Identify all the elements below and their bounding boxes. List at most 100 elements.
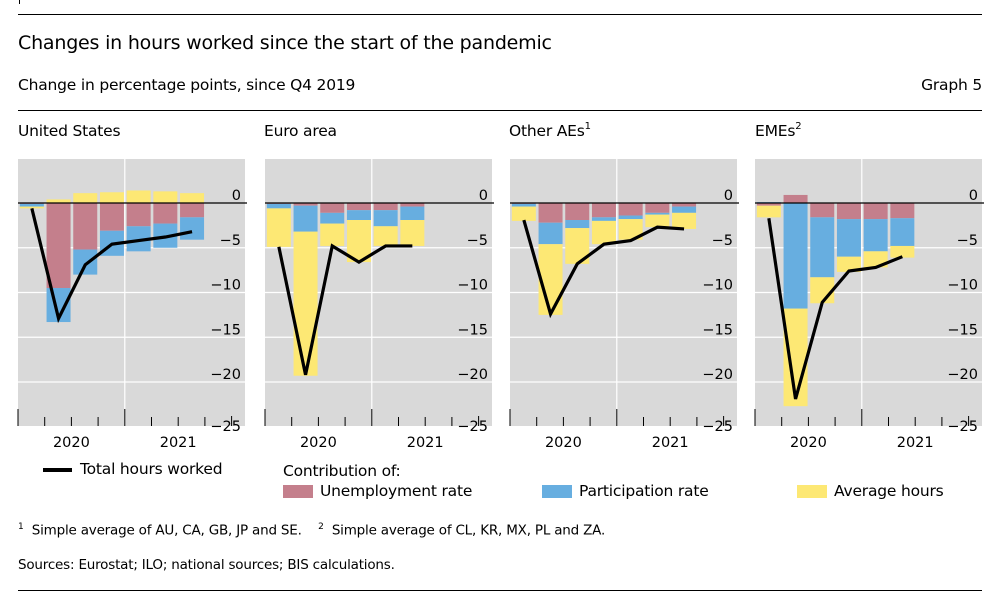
line-total-hours bbox=[30, 207, 193, 324]
bar-average-hours bbox=[836, 256, 861, 272]
panel-title-euro-area: Euro area bbox=[264, 122, 337, 140]
sources-note: Sources: Eurostat; ILO; national sources… bbox=[18, 557, 395, 573]
bar-average-hours bbox=[46, 199, 71, 203]
panel-title-sup: 2 bbox=[795, 121, 802, 132]
bar-participation bbox=[180, 217, 205, 240]
bar-participation bbox=[73, 249, 98, 275]
bar-participation bbox=[890, 218, 915, 246]
y-tick-label: −15 bbox=[947, 322, 978, 338]
footnote-1-marker: 1 bbox=[18, 522, 24, 532]
y-tick-label: 0 bbox=[969, 188, 978, 204]
bottom-rule bbox=[18, 590, 982, 591]
x-tick-label: 2020 bbox=[545, 435, 582, 451]
bar-unemployment bbox=[153, 203, 178, 224]
y-tick-label: −20 bbox=[210, 367, 241, 383]
footnotes: 1 Simple average of AU, CA, GB, JP and S… bbox=[18, 522, 605, 539]
line-total-hours bbox=[767, 217, 903, 400]
panel-title-text: EMEs bbox=[755, 122, 796, 141]
bar-average-hours bbox=[346, 220, 371, 263]
panel-title-united-states: United States bbox=[18, 122, 121, 141]
bar-unemployment bbox=[293, 203, 318, 206]
y-tick-label: −10 bbox=[947, 278, 978, 294]
x-tick-label: 2020 bbox=[53, 435, 90, 451]
bar-participation bbox=[266, 203, 291, 209]
legend-contribution-heading: Contribution of: bbox=[283, 462, 401, 480]
panel-title-sup: 1 bbox=[584, 121, 591, 132]
bar-unemployment bbox=[565, 203, 590, 221]
legend-swatch-participation bbox=[542, 485, 572, 498]
bar-participation bbox=[810, 217, 835, 278]
y-tick-label: −10 bbox=[210, 278, 241, 294]
bar-participation bbox=[863, 219, 888, 252]
bar-participation bbox=[126, 226, 151, 252]
bar-unemployment bbox=[836, 203, 861, 220]
bar-average-hours bbox=[73, 193, 98, 203]
bar-unemployment bbox=[756, 203, 781, 206]
bar-participation bbox=[400, 206, 425, 221]
bar-unemployment bbox=[99, 203, 124, 231]
y-tick-label: 0 bbox=[479, 188, 488, 204]
x-tick-label: 2021 bbox=[652, 435, 689, 451]
bar-unemployment bbox=[591, 203, 616, 218]
bar-participation bbox=[511, 203, 536, 207]
y-tick-label: −25 bbox=[947, 419, 978, 435]
bar-average-hours bbox=[19, 206, 44, 209]
bar-unemployment bbox=[73, 203, 98, 250]
bar-average-hours bbox=[99, 192, 124, 203]
bar-average-hours bbox=[538, 244, 563, 315]
bar-participation bbox=[836, 219, 861, 257]
line-total-hours bbox=[277, 243, 413, 376]
bar-unemployment bbox=[373, 203, 398, 211]
y-tick-label: −20 bbox=[457, 367, 488, 383]
y-tick-label: −25 bbox=[210, 419, 241, 435]
bar-unemployment bbox=[180, 203, 205, 218]
bar-average-hours bbox=[400, 220, 425, 246]
bar-average-hours bbox=[645, 214, 670, 228]
bar-participation bbox=[346, 210, 371, 221]
bar-unemployment bbox=[645, 203, 670, 213]
legend-swatch-unemployment bbox=[283, 485, 313, 498]
bar-unemployment bbox=[346, 203, 371, 211]
panel-title-emes: EMEs2 bbox=[755, 121, 802, 141]
bar-participation bbox=[320, 212, 345, 224]
bar-participation bbox=[293, 205, 318, 232]
y-tick-label: −10 bbox=[457, 278, 488, 294]
bar-unemployment bbox=[890, 203, 915, 219]
top-edge-mark bbox=[19, 0, 20, 4]
y-tick-label: −10 bbox=[702, 278, 733, 294]
bar-average-hours bbox=[511, 206, 536, 221]
footnote-2: Simple average of CL, KR, MX, PL and ZA. bbox=[331, 522, 606, 539]
bar-participation bbox=[591, 217, 616, 221]
y-tick-label: −25 bbox=[457, 419, 488, 435]
bar-average-hours bbox=[153, 191, 178, 203]
graph-number: Graph 5 bbox=[921, 76, 982, 94]
bar-average-hours bbox=[266, 208, 291, 247]
bar-unemployment bbox=[672, 203, 697, 207]
y-tick-label: −15 bbox=[210, 322, 241, 338]
legend-total-hours: Total hours worked bbox=[80, 460, 223, 478]
x-tick-label: 2021 bbox=[897, 435, 934, 451]
line-total-hours bbox=[522, 219, 685, 319]
bar-participation bbox=[783, 203, 808, 309]
legend-unemployment: Unemployment rate bbox=[320, 482, 473, 500]
bar-average-hours bbox=[618, 219, 643, 240]
bar-participation bbox=[618, 215, 643, 220]
y-tick-label: −20 bbox=[947, 367, 978, 383]
y-tick-label: −25 bbox=[702, 419, 733, 435]
x-tick-label: 2021 bbox=[407, 435, 444, 451]
bar-average-hours bbox=[810, 277, 835, 304]
bar-participation bbox=[645, 212, 670, 215]
bar-participation bbox=[19, 203, 44, 207]
panel-title-text: United States bbox=[18, 122, 121, 141]
y-tick-label: −20 bbox=[702, 367, 733, 383]
bar-unemployment bbox=[863, 203, 888, 220]
footnote-1: Simple average of AU, CA, GB, JP and SE. bbox=[31, 522, 302, 539]
legend-line-swatch bbox=[43, 468, 72, 472]
bar-average-hours bbox=[126, 190, 151, 203]
bar-average-hours bbox=[756, 205, 781, 218]
y-tick-label: −5 bbox=[957, 233, 978, 249]
y-tick-label: 0 bbox=[724, 188, 733, 204]
bar-participation bbox=[672, 206, 697, 213]
y-tick-label: −5 bbox=[220, 233, 241, 249]
